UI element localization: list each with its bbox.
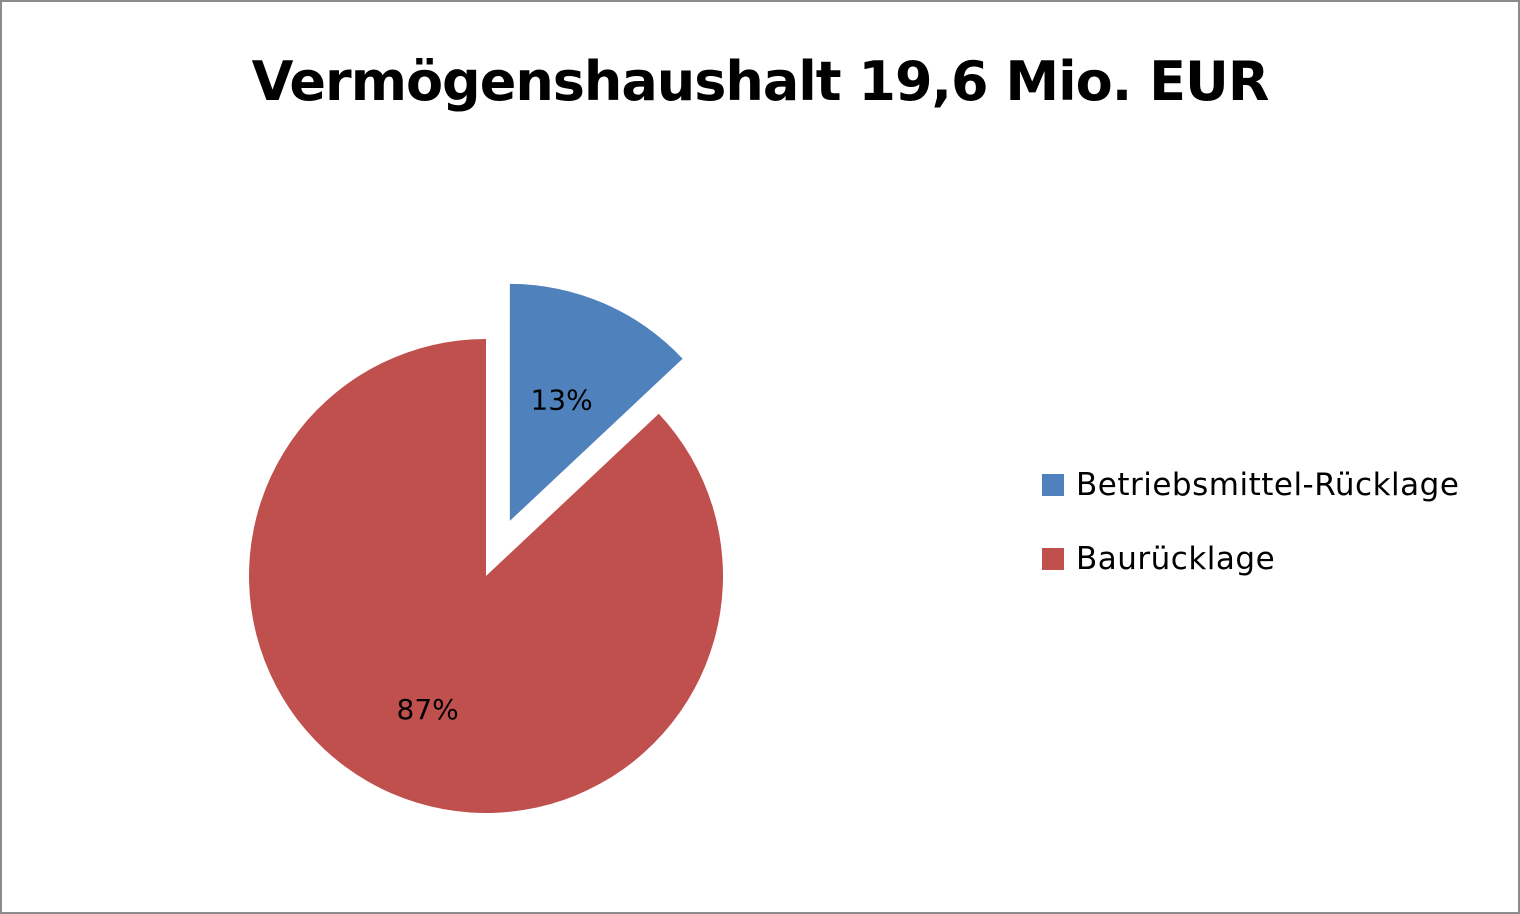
legend-label-bauruecklage: Baurücklage <box>1076 541 1276 577</box>
data-label-betriebsmittel-ruecklage: 13% <box>530 383 592 416</box>
pie-data-labels: 13% 87% <box>397 383 593 726</box>
legend-item-bauruecklage: Baurücklage <box>1042 539 1459 579</box>
legend-item-betriebsmittel-ruecklage: Betriebsmittel-Rücklage <box>1042 465 1459 505</box>
data-label-bauruecklage: 87% <box>397 693 459 726</box>
pie-slice-betriebsmittel-ruecklage <box>509 283 683 521</box>
legend: Betriebsmittel-Rücklage Baurücklage <box>1042 465 1459 613</box>
chart-title: Vermögenshaushalt 19,6 Mio. EUR <box>251 50 1270 113</box>
pie-slices <box>248 283 723 813</box>
legend-label-betriebsmittel-ruecklage: Betriebsmittel-Rücklage <box>1076 467 1460 503</box>
legend-swatch-bauruecklage <box>1042 548 1064 570</box>
legend-swatch-betriebsmittel-ruecklage <box>1042 474 1064 496</box>
pie-slice-bauruecklage <box>248 338 723 813</box>
